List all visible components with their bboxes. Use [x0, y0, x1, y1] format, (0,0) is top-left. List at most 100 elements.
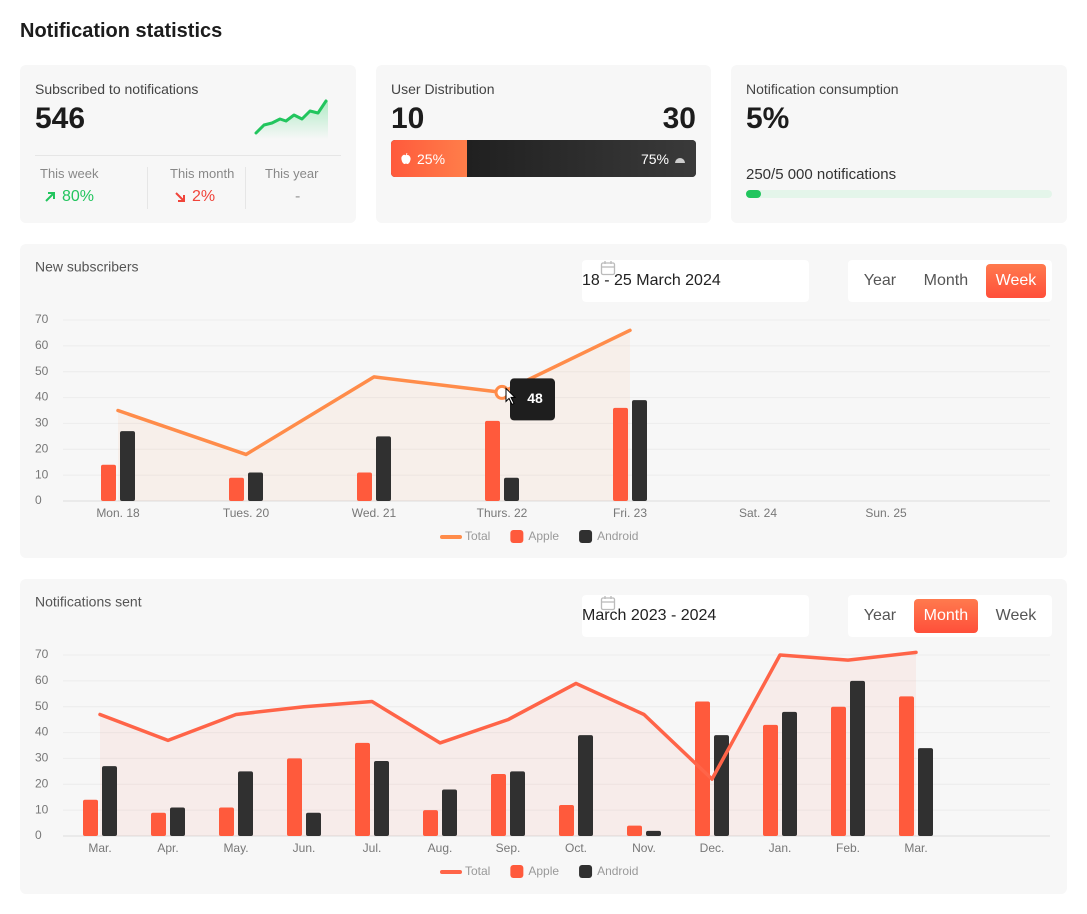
date-picker[interactable]: March 2023 - 2024	[582, 595, 809, 637]
stat-number: 2%	[192, 188, 216, 205]
tooltip-label: 48	[527, 390, 543, 406]
period-tab[interactable]: Year	[863, 607, 897, 624]
period-tab[interactable]: Month	[923, 272, 969, 289]
line-area	[100, 652, 916, 836]
y-tick-label: 60	[35, 673, 49, 687]
x-tick-label: Dec.	[700, 841, 725, 855]
chart: New subscribers 0 10 20 30 40 50 60 70 Mon. 18 Tue…	[35, 259, 1050, 543]
date-picker[interactable]: 18 - 25 March 2024	[582, 260, 809, 302]
chart-panel: Notifications sent 0 10 20 30 40 50 60 70 Mar. Apr…	[20, 579, 1067, 894]
bar	[485, 420, 500, 501]
x-tick-label: Mon. 18	[96, 506, 140, 520]
calendar-icon	[600, 596, 616, 611]
card-label: Notification consumption	[746, 81, 899, 97]
android-count: 30	[662, 102, 696, 135]
stat-number: -	[295, 188, 301, 205]
legend-label: Android	[597, 529, 638, 543]
legend-label: Android	[597, 864, 638, 878]
stat-label: This week	[40, 166, 99, 181]
x-tick-label: Tues. 20	[223, 506, 270, 520]
bar	[763, 724, 778, 836]
bar	[102, 766, 117, 836]
progress-track	[746, 190, 1052, 198]
bar	[219, 807, 234, 836]
y-tick-label: 70	[35, 312, 49, 326]
y-tick-label: 20	[35, 441, 49, 455]
y-tick-label: 30	[35, 751, 49, 765]
bar	[782, 711, 797, 836]
chart-title: New subscribers	[35, 259, 138, 275]
bar	[578, 735, 593, 836]
distribution-card: User Distribution 10 30 25% 75%	[376, 65, 711, 223]
card-value: 546	[35, 102, 86, 135]
x-tick-label: Nov.	[632, 841, 656, 855]
distribution-bar: 25% 75%	[391, 140, 696, 177]
legend-marker	[510, 530, 524, 543]
y-tick-label: 50	[35, 699, 49, 713]
subscribed-card: Subscribed to notifications 546 This wee…	[20, 65, 356, 223]
bar	[613, 407, 628, 501]
stat-value: 80%	[44, 188, 94, 206]
cursor	[505, 387, 517, 406]
legend-marker	[510, 865, 524, 878]
stat-label: This year	[265, 166, 319, 181]
bar	[510, 771, 525, 836]
bar	[287, 758, 302, 836]
bar	[504, 477, 519, 501]
card-label: Subscribed to notifications	[35, 81, 199, 97]
divider	[245, 167, 246, 209]
bar	[423, 810, 438, 836]
stat-value: 2%	[174, 188, 215, 206]
consumption-detail: 250/5 000 notifications	[746, 166, 897, 183]
y-tick-label: 20	[35, 776, 49, 790]
x-tick-label: May.	[223, 841, 248, 855]
bar	[632, 400, 647, 501]
y-tick-label: 0	[35, 493, 42, 507]
android-share: 75%	[640, 150, 669, 167]
date-range: 18 - 25 March 2024	[582, 272, 721, 289]
y-tick-label: 40	[35, 390, 49, 404]
divider	[147, 167, 148, 209]
x-tick-label: Jun.	[293, 841, 316, 855]
legend-label: Total	[465, 864, 490, 878]
x-tick-label: Sep.	[496, 841, 521, 855]
period-tab[interactable]: Year	[863, 272, 897, 289]
consumption-card: Notification consumption 5% 250/5 000 no…	[731, 65, 1067, 223]
bar	[120, 431, 135, 501]
divider	[35, 155, 341, 156]
progress-fill	[746, 190, 762, 198]
apple-count: 10	[391, 102, 425, 135]
period-tabs: Year Month Week	[848, 595, 1052, 637]
legend-marker	[579, 865, 593, 878]
legend-marker	[579, 530, 593, 543]
bar	[714, 735, 729, 836]
bar	[101, 464, 116, 501]
period-tab[interactable]: Week	[985, 264, 1047, 298]
bar	[238, 771, 253, 836]
x-tick-label: Sun. 25	[865, 506, 907, 520]
bar	[357, 472, 372, 501]
bar	[306, 812, 321, 836]
y-tick-label: 10	[35, 802, 49, 816]
y-tick-label: 10	[35, 467, 49, 481]
y-tick-label: 50	[35, 364, 49, 378]
bar	[831, 706, 846, 836]
x-tick-label: Jan.	[769, 841, 792, 855]
stat-value: -	[295, 188, 300, 206]
bar	[376, 436, 391, 501]
android-segment: 75%	[467, 140, 696, 177]
line	[98, 650, 918, 781]
y-tick-label: 40	[35, 725, 49, 739]
x-tick-label: Apr.	[157, 841, 178, 855]
apple-icon	[401, 152, 411, 164]
line	[116, 328, 632, 457]
calendar-icon	[600, 261, 616, 276]
x-tick-label: Feb.	[836, 841, 860, 855]
date-range: March 2023 - 2024	[582, 607, 717, 624]
period-tab[interactable]: Week	[995, 607, 1037, 624]
line-area	[118, 330, 630, 501]
bar	[491, 773, 506, 836]
x-tick-label: Sat. 24	[739, 506, 777, 520]
bar	[248, 472, 263, 501]
period-tab[interactable]: Month	[913, 599, 979, 633]
